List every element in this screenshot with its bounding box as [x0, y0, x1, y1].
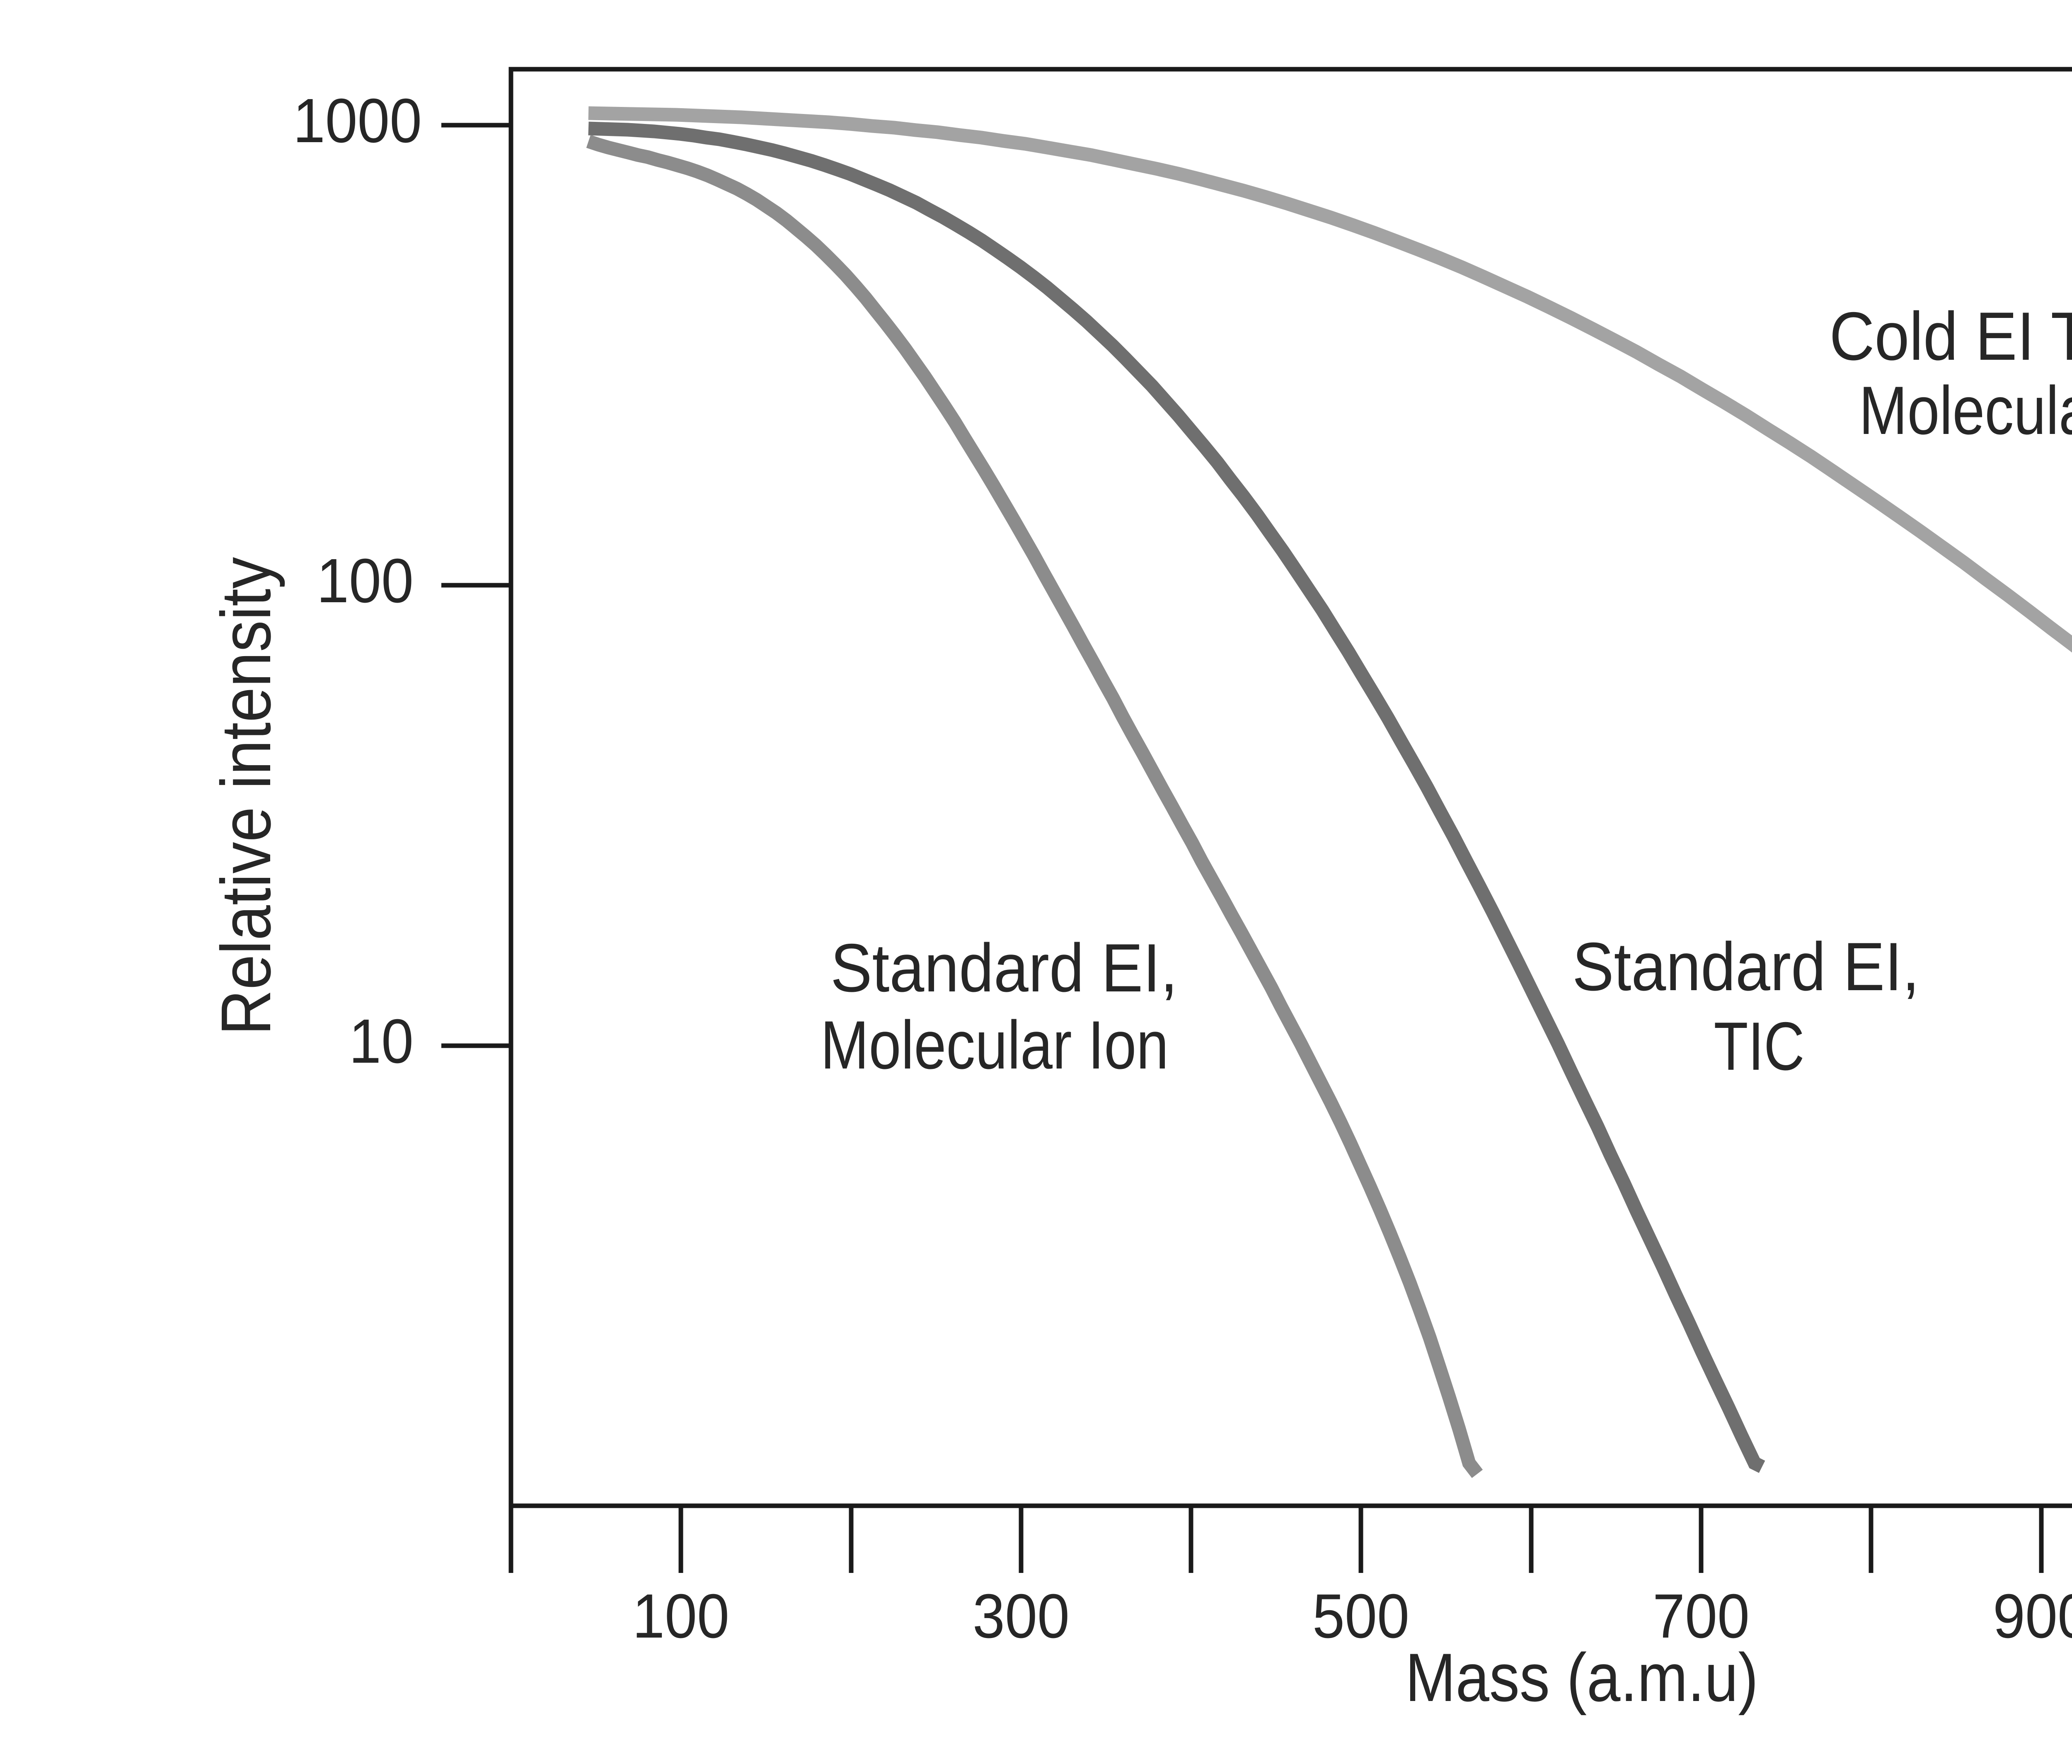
svg-text:100: 100: [317, 545, 414, 615]
svg-text:Cold EI TIC and: Cold EI TIC and: [1830, 298, 2072, 374]
svg-text:10: 10: [349, 1006, 414, 1076]
svg-text:900: 900: [1993, 1581, 2072, 1651]
svg-text:TIC: TIC: [1714, 1008, 1805, 1084]
svg-text:Molecular Ion: Molecular Ion: [821, 1007, 1169, 1083]
svg-text:100: 100: [632, 1581, 729, 1651]
svg-text:Molecular Ion: Molecular Ion: [1859, 372, 2072, 448]
svg-text:Relative intensity: Relative intensity: [207, 557, 286, 1035]
svg-text:Standard EI,: Standard EI,: [830, 930, 1178, 1006]
svg-text:300: 300: [973, 1581, 1070, 1651]
svg-text:700: 700: [1653, 1581, 1750, 1651]
svg-text:Standard EI,: Standard EI,: [1572, 928, 1920, 1005]
svg-text:500: 500: [1312, 1581, 1409, 1651]
svg-text:1000: 1000: [293, 85, 422, 155]
svg-text:Mass (a.m.u): Mass (a.m.u): [1405, 1639, 1758, 1716]
